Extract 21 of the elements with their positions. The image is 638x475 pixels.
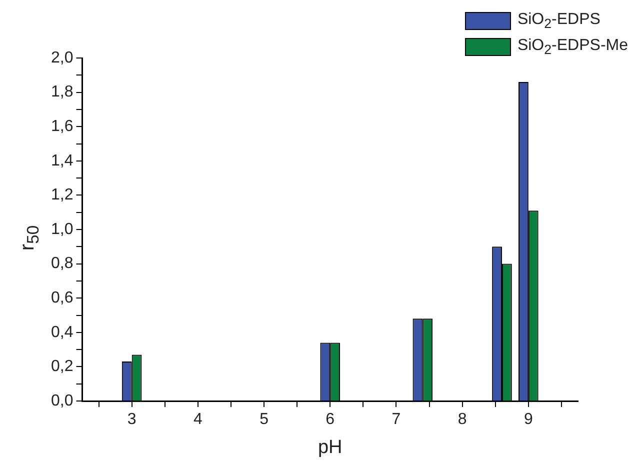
y-tick-label: 1,8 bbox=[50, 84, 74, 101]
x-tick-label: 7 bbox=[392, 411, 401, 428]
y-tick-label: 1,6 bbox=[50, 118, 74, 136]
legend-label: SiO$_{2}$-EDPS bbox=[517, 10, 600, 32]
x-tick-label: 8 bbox=[458, 411, 467, 428]
x-tick-label: 9 bbox=[524, 411, 533, 428]
legend-label: SiO$_{2}$-EDPS-Me bbox=[517, 36, 628, 58]
y-tick-label: 0,2 bbox=[50, 358, 74, 376]
y-tick-label: 1,2 bbox=[50, 186, 74, 204]
x-tick-label: 5 bbox=[260, 411, 269, 428]
x-tick-label: 3 bbox=[127, 411, 136, 428]
y-tick-label: 2,0 bbox=[50, 49, 74, 66]
y-tick-label: 0,0 bbox=[50, 392, 74, 410]
y-tick-label: 0,6 bbox=[50, 290, 74, 307]
y-tick-label: 0,8 bbox=[50, 255, 74, 272]
y-tick-label: 1,0 bbox=[50, 220, 74, 238]
y-tick-label: 0,4 bbox=[50, 324, 74, 341]
x-tick-label: 4 bbox=[193, 411, 202, 428]
x-axis-title: pH bbox=[318, 436, 342, 458]
y-tick-label: 1,4 bbox=[50, 152, 74, 170]
x-tick-label: 6 bbox=[326, 411, 335, 428]
